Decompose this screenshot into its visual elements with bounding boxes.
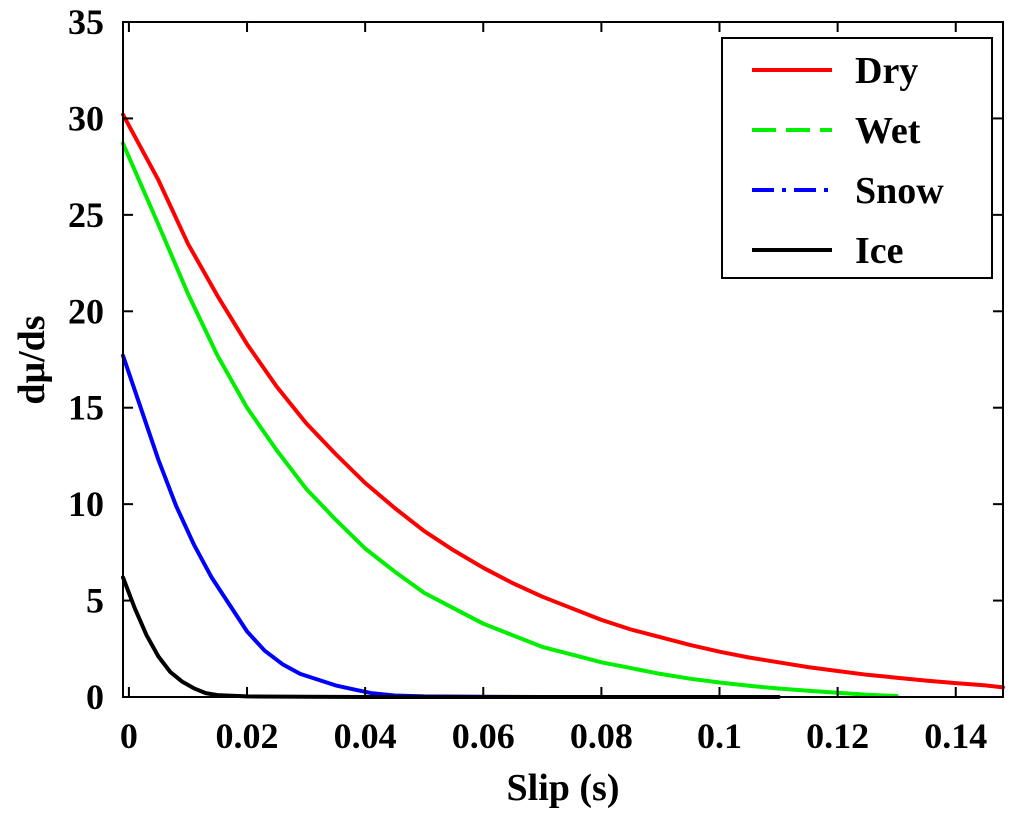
y-tick-label: 10 [68,484,104,524]
x-axis-title: Slip (s) [507,767,620,809]
legend-label-snow: Snow [855,170,944,212]
x-tick-label: 0.06 [452,716,515,756]
legend-items: Dry Wet Snow Ice [752,50,944,272]
series-line-dry [121,112,1005,690]
y-axis-ticks: 0 5 10 15 20 25 30 35 [68,2,1003,717]
legend-label-ice: Ice [855,230,904,272]
y-tick-label: 30 [68,98,104,138]
y-tick-label: 35 [68,2,104,42]
legend-box [721,37,993,279]
x-tick-label: 0.1 [697,716,742,756]
y-tick-label: 0 [86,677,104,717]
legend-label-dry: Dry [855,50,918,92]
x-axis-ticks: 0 0.02 0.04 0.06 0.08 0.1 0.12 0.14 [120,22,987,756]
legend-label-wet: Wet [855,110,921,152]
series-line-wet [121,141,899,698]
x-tick-label: 0.02 [216,716,279,756]
plot-frame [122,21,1004,698]
y-tick-label: 20 [68,291,104,331]
x-tick-label: 0 [120,716,138,756]
x-tick-label: 0.04 [334,716,397,756]
y-tick-label: 5 [86,581,104,621]
x-tick-label: 0.12 [806,716,869,756]
y-axis-title: dμ/ds [11,315,53,404]
y-tick-label: 25 [68,195,104,235]
series-layer [121,112,1005,699]
x-tick-label: 0.14 [924,716,987,756]
legend: Dry Wet Snow Ice [721,37,993,279]
x-tick-label: 0.08 [570,716,633,756]
y-tick-label: 15 [68,388,104,428]
